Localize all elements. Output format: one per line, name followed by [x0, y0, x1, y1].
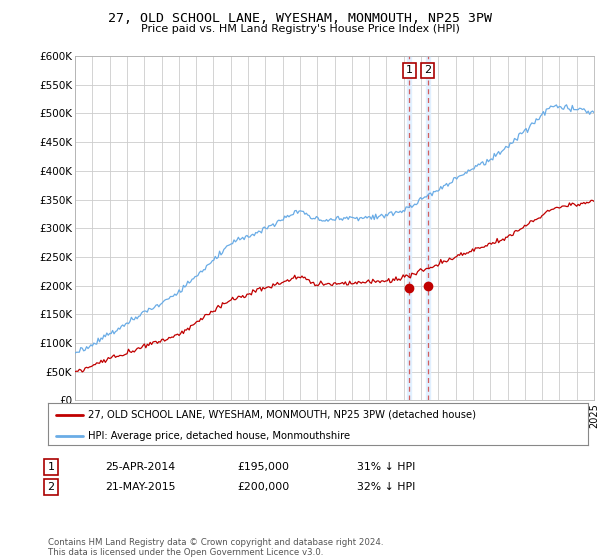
Text: 2: 2	[47, 482, 55, 492]
Text: £200,000: £200,000	[237, 482, 289, 492]
Bar	[425, 56, 430, 400]
Text: Contains HM Land Registry data © Crown copyright and database right 2024.
This d: Contains HM Land Registry data © Crown c…	[48, 538, 383, 557]
Text: 25-APR-2014: 25-APR-2014	[105, 462, 175, 472]
Text: 1: 1	[47, 462, 55, 472]
Text: £195,000: £195,000	[237, 462, 289, 472]
Text: 2: 2	[424, 66, 431, 76]
Text: 27, OLD SCHOOL LANE, WYESHAM, MONMOUTH, NP25 3PW: 27, OLD SCHOOL LANE, WYESHAM, MONMOUTH, …	[108, 12, 492, 25]
Text: 31% ↓ HPI: 31% ↓ HPI	[357, 462, 415, 472]
Text: HPI: Average price, detached house, Monmouthshire: HPI: Average price, detached house, Monm…	[89, 431, 350, 441]
Bar	[407, 56, 412, 400]
Text: 21-MAY-2015: 21-MAY-2015	[105, 482, 176, 492]
Text: Price paid vs. HM Land Registry's House Price Index (HPI): Price paid vs. HM Land Registry's House …	[140, 24, 460, 34]
Text: 1: 1	[406, 66, 413, 76]
Text: 32% ↓ HPI: 32% ↓ HPI	[357, 482, 415, 492]
Text: 27, OLD SCHOOL LANE, WYESHAM, MONMOUTH, NP25 3PW (detached house): 27, OLD SCHOOL LANE, WYESHAM, MONMOUTH, …	[89, 410, 476, 420]
